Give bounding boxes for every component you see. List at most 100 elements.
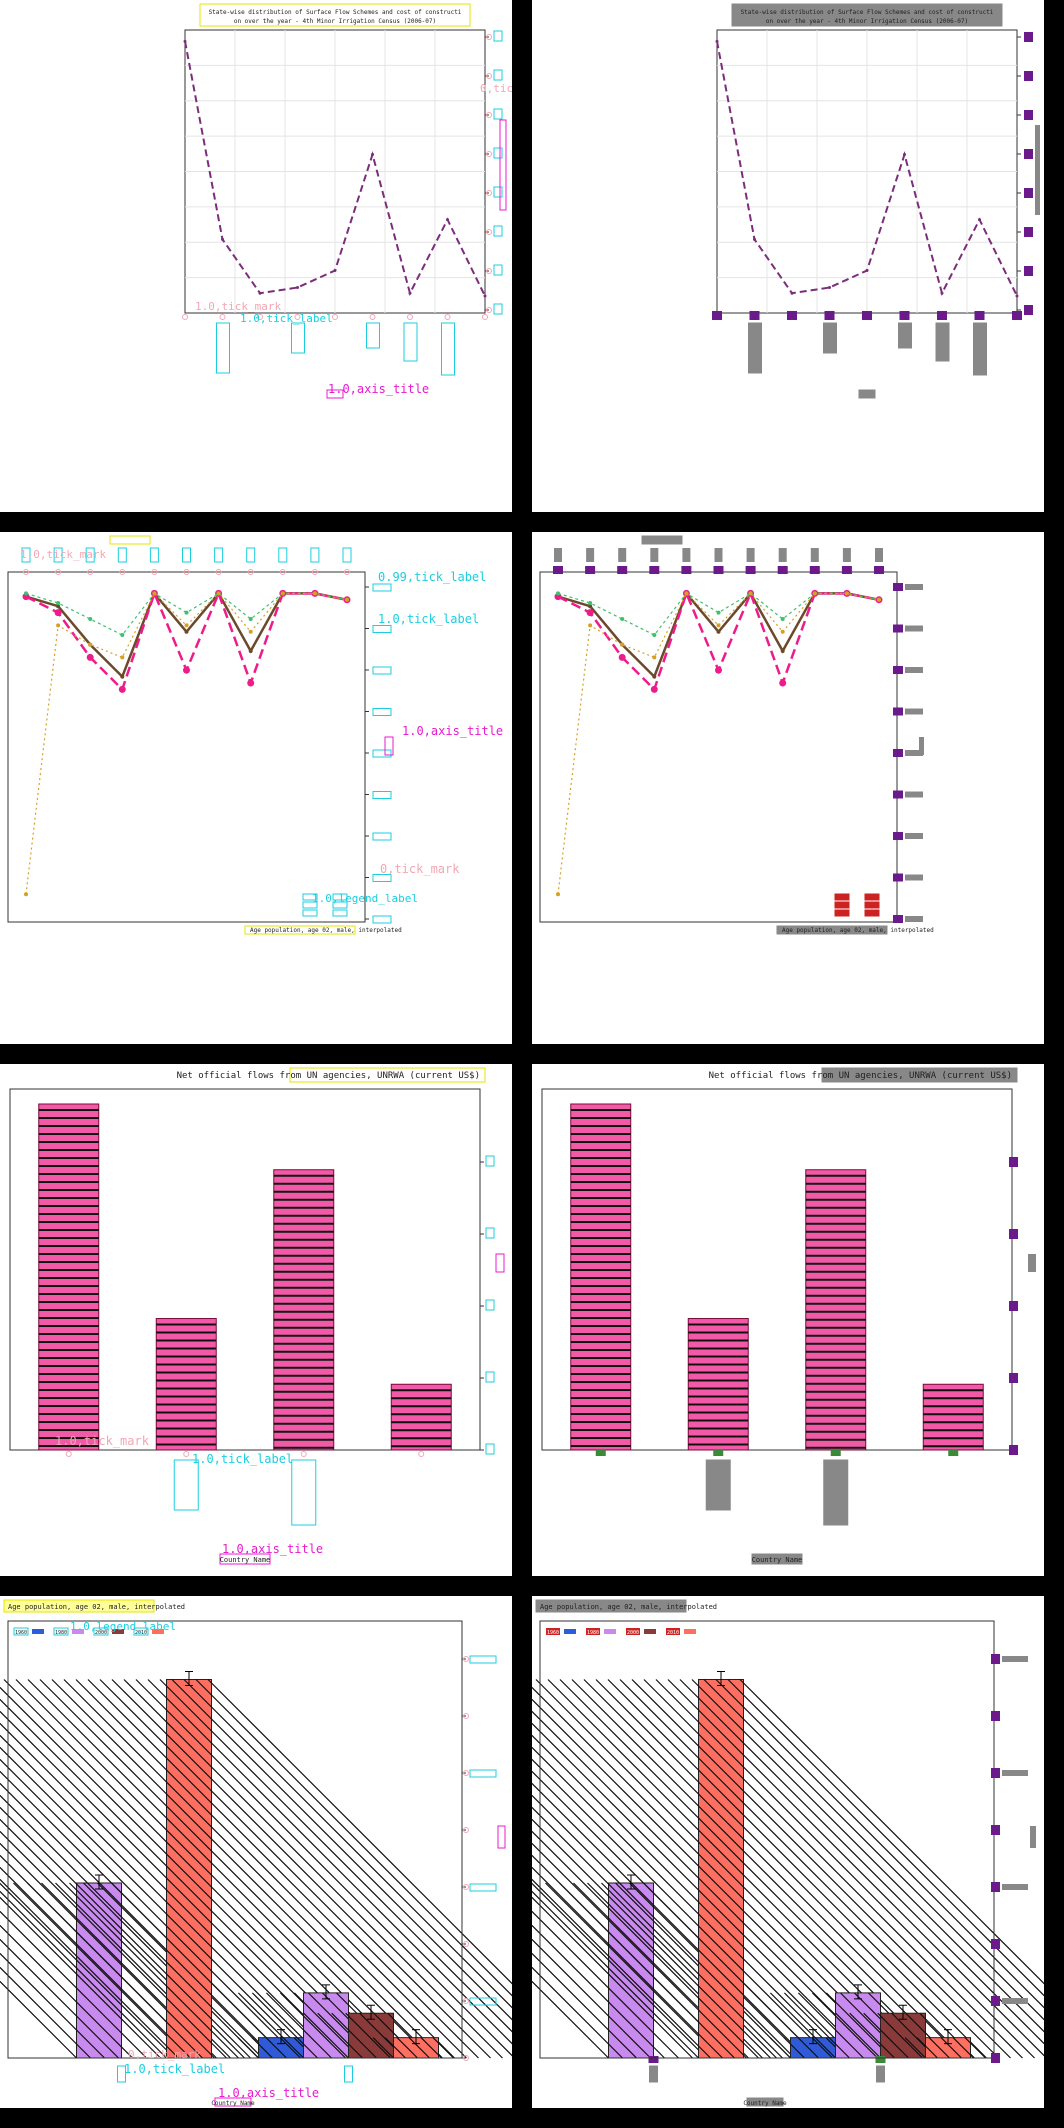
legend-entry (302, 901, 318, 909)
panel-5-annotated: Net official flows from UN agencies, UNR… (0, 1064, 512, 1576)
bar-hatch (0, 1866, 191, 2059)
title-box (641, 535, 683, 545)
title-box (289, 1067, 486, 1083)
bar-hatch (279, 1992, 346, 2059)
y-tick-mask (1024, 227, 1033, 237)
y-tick-mark-circle (486, 190, 492, 196)
y-tick-label-mask (1002, 1770, 1028, 1776)
y-tick-mark (463, 1770, 469, 1776)
bar-hatch (928, 2037, 950, 2059)
y-tick-mask (1024, 305, 1033, 315)
x-tick-mask (824, 311, 835, 320)
axis-title-annot: 1.0,axis_title (218, 2086, 320, 2100)
tick-mark-annot: 1.0,tick_mark (20, 548, 107, 561)
legend-swatch-2000 (644, 1629, 656, 1634)
panel-4-masked: Age population, age 02, male, interpolat… (532, 532, 1044, 1044)
y-tick-mask (991, 1996, 1000, 2006)
y-tick-label-mask (905, 791, 923, 798)
y-tick-label-box (493, 69, 503, 81)
bar-hatch (783, 2037, 805, 2059)
x-tick-mask (875, 2056, 886, 2063)
bar-hatch (303, 2012, 349, 2059)
top-tick-mark (279, 569, 286, 575)
top-tick-mark (215, 569, 222, 575)
bar-chart-1-masked: Net official flows from UN agencies, UNR… (541, 1067, 1036, 1565)
data-point (333, 269, 337, 273)
bar-hatch (0, 1966, 91, 2059)
bar-hatch (532, 1722, 867, 2059)
data-point (716, 629, 721, 634)
legend-swatch-2000 (112, 1629, 124, 1634)
data-point (248, 649, 253, 653)
y-tick-label-mask (1002, 1656, 1028, 1662)
top-tick-label-box (21, 547, 31, 563)
bar-hatch (13, 1882, 189, 2059)
bar-hatch (69, 1882, 245, 2059)
legend-entry (864, 909, 880, 917)
top-tick-mark (311, 569, 318, 575)
y-tick-mark-circle (486, 268, 492, 274)
x-tick-mark-circle (294, 314, 301, 320)
bar-hatch (571, 1679, 951, 2059)
bar-hatch (396, 2037, 418, 2059)
legend-label-box (53, 1627, 69, 1636)
top-tick-label-mask (554, 548, 562, 562)
title-box (731, 3, 1003, 27)
bar-chart-2-masked: Age population, age 02, male, interpolat… (532, 1596, 1044, 2107)
bar-hatch (952, 2037, 974, 2059)
panel-8-masked: Age population, age 02, male, interpolat… (532, 1596, 1044, 2108)
bar-hatch (111, 1679, 491, 2059)
x-tick-mask (974, 311, 985, 320)
bar-hatch (715, 1679, 1044, 2009)
y-tick-mark-circle (486, 229, 492, 235)
tick-mark-annot: 1.0,tick_mark (195, 300, 282, 313)
tick-mark-annot: 1.0,tick_mark (55, 1434, 149, 1448)
x-tick-label-box (291, 1459, 317, 1526)
data-point (620, 617, 625, 621)
y-tick-mask (1009, 1229, 1018, 1239)
panel-6-masked: Net official flows from UN agencies, UNR… (532, 1064, 1044, 1576)
top-tick-mark (119, 569, 126, 575)
data-point (716, 623, 721, 628)
data-point (748, 591, 753, 596)
bar-hatch (0, 1710, 347, 2059)
y-tick-mask (893, 624, 903, 633)
data-point (120, 655, 125, 660)
bar-hatch (0, 1818, 239, 2059)
legend-label-mask (546, 1628, 560, 1635)
y-tick-mask (1009, 1445, 1018, 1455)
series-line-4 (25, 592, 348, 895)
data-point (716, 610, 721, 615)
data-point (296, 286, 299, 290)
top-tick-mark (183, 569, 190, 575)
y-tick-mark-circle (486, 73, 492, 79)
legend-swatch-1980 (604, 1629, 616, 1634)
y-tick-label-mask (905, 708, 923, 715)
y-tick-mask (893, 749, 903, 757)
bar-hatch (532, 1710, 879, 2059)
y-tick-mask (991, 1768, 1000, 1778)
data-point (56, 604, 61, 609)
bar-hatch (916, 2037, 938, 2059)
chart-title: Age population, age 02, male, interpolat… (540, 1603, 717, 1611)
y-tick-mask (991, 1882, 1000, 1892)
top-tick-label-mask (778, 548, 787, 562)
panel-1-annotated: State-wise distribution of Surface Flow … (0, 0, 512, 512)
bar-hatch (940, 2037, 962, 2059)
top-tick-mark (55, 569, 62, 575)
bar-hatch (532, 1882, 707, 2059)
bar-hatch (811, 1992, 878, 2059)
bar-hatch (195, 1679, 512, 1997)
bar-hatch (877, 2012, 923, 2059)
legend-swatch-2010 (152, 1629, 164, 1634)
y-axis-title-box (495, 1253, 505, 1273)
x-axis-title: Country Name (752, 1556, 803, 1564)
top-tick-mark (344, 569, 350, 575)
top-tick-label-box (149, 547, 159, 563)
bar-hatch (532, 1842, 747, 2059)
x-axis-title: Country Name (220, 1556, 271, 1564)
top-tick-mask (745, 566, 756, 574)
y-tick-mark-circle (486, 34, 492, 40)
legend-text-2010: 2010 (135, 1630, 147, 1636)
top-tick-label-mask (650, 548, 659, 562)
